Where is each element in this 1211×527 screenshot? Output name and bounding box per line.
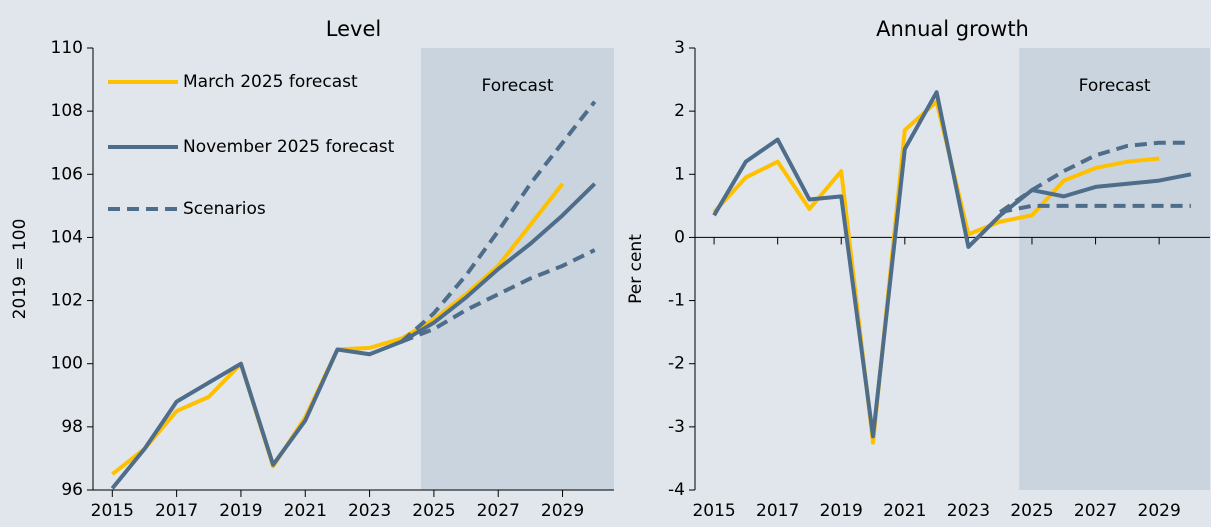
- forecast-label: Forecast: [1079, 76, 1151, 96]
- y-tick-label: 1: [674, 164, 685, 184]
- x-tick-label: 2023: [947, 501, 990, 521]
- y-tick-label: 102: [51, 291, 83, 311]
- chart-title: Level: [326, 17, 381, 41]
- series-line: [110, 182, 597, 490]
- y-tick-label: 104: [51, 227, 83, 247]
- y-tick-label: -2: [668, 354, 685, 374]
- y-tick-label: 98: [61, 417, 83, 437]
- forecast-label: Forecast: [482, 76, 554, 96]
- x-tick-label: 2027: [477, 501, 520, 521]
- y-tick-label: -1: [668, 291, 685, 311]
- y-tick-label: 3: [674, 38, 685, 58]
- y-tick-label: 100: [51, 354, 83, 374]
- y-tick-label: 108: [51, 101, 83, 121]
- x-tick-label: 2019: [820, 501, 863, 521]
- x-tick-label: 2025: [1010, 501, 1053, 521]
- x-tick-label: 2023: [348, 501, 391, 521]
- y-tick-label: 0: [674, 227, 685, 247]
- legend-label: Scenarios: [183, 199, 266, 219]
- y-tick-label: 2: [674, 101, 685, 121]
- x-tick-label: 2017: [155, 501, 198, 521]
- x-tick-label: 2015: [692, 501, 735, 521]
- x-tick-label: 2021: [883, 501, 926, 521]
- legend-label: March 2025 forecast: [183, 72, 358, 92]
- y-tick-label: 110: [51, 38, 83, 58]
- legend-label: November 2025 forecast: [183, 137, 395, 157]
- x-tick-label: 2019: [219, 501, 262, 521]
- scenario-line: [400, 100, 597, 344]
- chart-title: Annual growth: [876, 17, 1029, 41]
- forecast-shade: [421, 48, 614, 490]
- scenario-line: [999, 203, 1191, 215]
- x-tick-label: 2027: [1074, 501, 1117, 521]
- x-tick-label: 2029: [1138, 501, 1181, 521]
- x-tick-label: 2025: [412, 501, 455, 521]
- forecast-shade: [1019, 48, 1210, 490]
- y-tick-label: -3: [668, 417, 685, 437]
- y-tick-label: 96: [61, 480, 83, 500]
- scenario-line: [999, 140, 1191, 214]
- x-tick-label: 2017: [756, 501, 799, 521]
- x-tick-label: 2029: [541, 501, 584, 521]
- series-line: [712, 90, 1192, 439]
- y-tick-label: -4: [668, 480, 685, 500]
- y-axis-label: 2019 = 100: [10, 219, 30, 320]
- scenario-line: [401, 248, 596, 344]
- x-tick-label: 2015: [91, 501, 134, 521]
- y-axis-label: Per cent: [626, 234, 646, 304]
- y-tick-label: 106: [51, 164, 83, 184]
- x-tick-label: 2021: [284, 501, 327, 521]
